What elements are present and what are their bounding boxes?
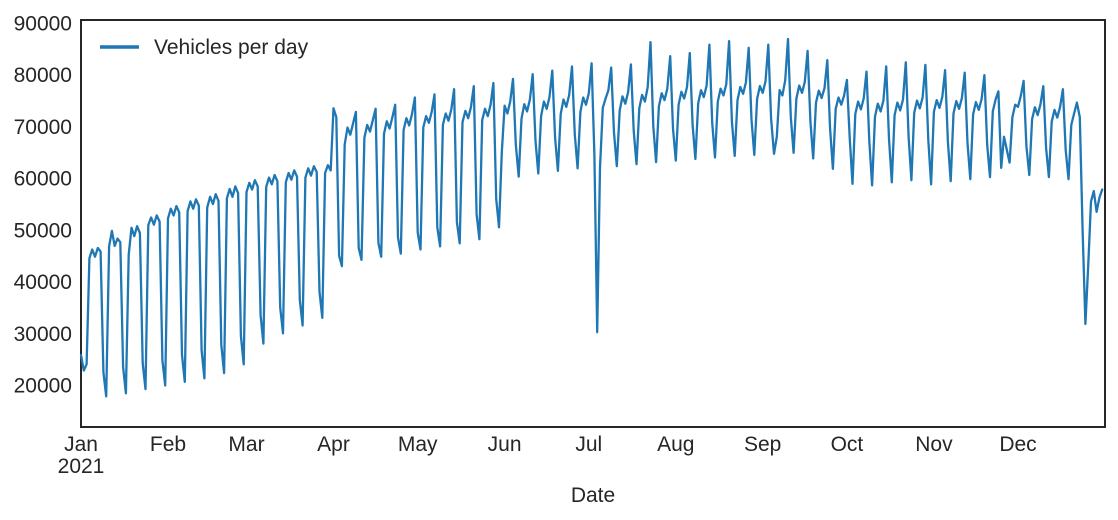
x-tick-label: May: [398, 433, 438, 456]
y-tick-label: 50000: [14, 219, 72, 242]
x-tick-label: Mar: [228, 433, 264, 456]
x-tick-label: Aug: [657, 433, 694, 456]
x-tick-label: Nov: [915, 433, 953, 456]
x-tick-label: Oct: [831, 433, 864, 456]
y-tick-label: 70000: [14, 116, 72, 139]
y-tick-label: 30000: [14, 323, 72, 346]
legend-label: Vehicles per day: [154, 36, 309, 59]
x-tick-label: Jan: [64, 433, 98, 456]
series-line-vehicles-per-day: [79, 37, 1104, 398]
legend: Vehicles per day: [100, 36, 309, 59]
y-tick-label: 80000: [14, 64, 72, 87]
x-tick-sublabel-year: 2021: [58, 455, 105, 478]
x-axis-title: Date: [571, 484, 615, 507]
x-tick-label: Apr: [317, 433, 350, 456]
x-tick-label: Jul: [575, 433, 602, 456]
x-tick-label: Feb: [150, 433, 186, 456]
y-tick-label: 20000: [14, 375, 72, 398]
x-tick-label: Jun: [488, 433, 522, 456]
plot-border: [80, 19, 1106, 428]
y-tick-label: 60000: [14, 168, 72, 191]
x-tick-label: Dec: [999, 433, 1036, 456]
y-tick-label: 40000: [14, 271, 72, 294]
x-tick-label: Sep: [744, 433, 781, 456]
y-tick-label: 90000: [14, 13, 72, 36]
